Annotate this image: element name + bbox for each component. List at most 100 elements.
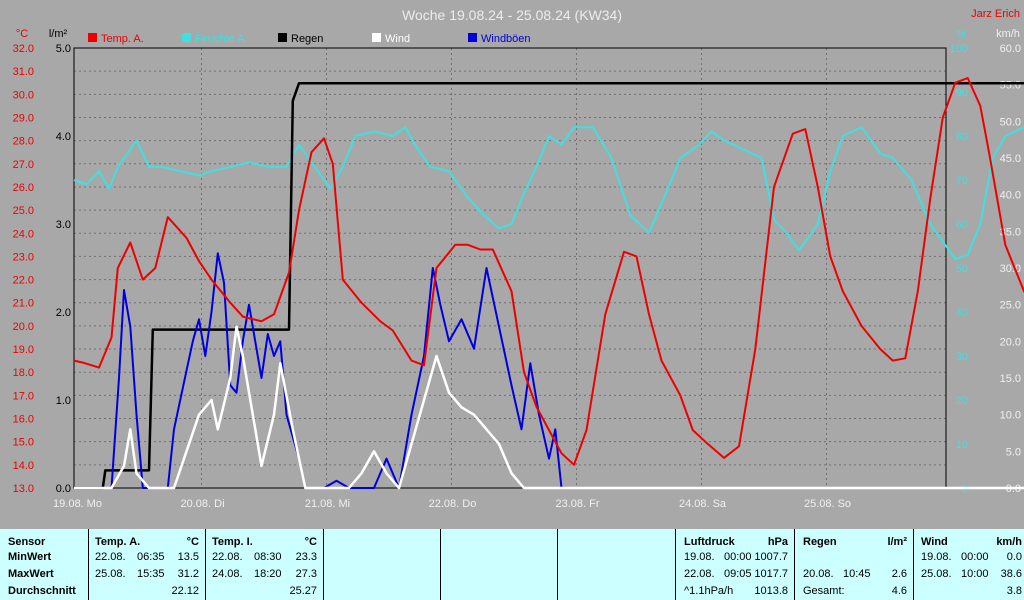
temp-a-unit: °C	[186, 536, 199, 548]
temp-tick-label: 17.0	[13, 390, 34, 402]
legend-rain-label: Regen	[291, 33, 323, 45]
regen-max-time: 10:45	[843, 568, 871, 580]
temp-unit-label: °C	[16, 28, 28, 40]
statistics-table: Sensor MinWert MaxWert Durchschnitt Temp…	[0, 529, 1024, 600]
luftdruck-min-time: 00:00	[724, 551, 752, 563]
luftdruck-column: Luftdruck hPa 19.08. 00:00 1007.7 22.08.…	[676, 529, 795, 600]
temp-tick-label: 31.0	[13, 66, 34, 78]
temp-tick-label: 18.0	[13, 367, 34, 379]
temp-tick-label: 13.0	[13, 483, 34, 495]
wind-line	[74, 325, 1024, 490]
temp-a-max-time: 15:35	[137, 568, 165, 580]
luftdruck-avg-value: 1013.8	[754, 585, 788, 597]
legend-humidity-swatch	[182, 33, 191, 42]
humidity-tick-label: 30	[956, 351, 968, 363]
regen-column: Regen l/m² 20.08. 10:45 2.6 Gesamt: 4.6	[795, 529, 914, 600]
temp-a-min-value: 13.5	[177, 551, 199, 563]
humidity-tick-label: 80	[956, 131, 968, 143]
wind-tick-label: 60.0	[1000, 43, 1021, 55]
temp-tick-label: 15.0	[13, 437, 34, 449]
humidity-tick-label: 60	[956, 219, 968, 231]
legend-temp-swatch	[88, 33, 97, 42]
wind-unit: km/h	[996, 536, 1022, 548]
wind-unit-label: km/h	[996, 28, 1020, 40]
rain-unit-label: l/m²	[49, 28, 68, 40]
humidity-tick-label: 20	[956, 395, 968, 407]
row-label-avg: Durchschnitt	[8, 585, 76, 597]
humidity-tick-label: 50	[956, 263, 968, 275]
luftdruck-min-date: 19.08.	[684, 551, 715, 563]
wind-tick-label: 35.0	[1000, 226, 1021, 238]
wind-tick-label: 25.0	[1000, 300, 1021, 312]
wind-tick-label: 50.0	[1000, 116, 1021, 128]
rain-tick-label: 1.0	[56, 395, 71, 407]
weather-chart: Woche 19.08.24 - 25.08.24 (KW34) Jarz Er…	[0, 0, 1024, 528]
regen-header: Regen	[803, 536, 837, 548]
temp-tick-label: 16.0	[13, 414, 34, 426]
regen-total-label: Gesamt:	[803, 585, 845, 597]
x-tick-label: 24.08. Sa	[679, 498, 727, 510]
luftdruck-max-date: 22.08.	[684, 568, 715, 580]
chart-title: Woche 19.08.24 - 25.08.24 (KW34)	[402, 7, 622, 23]
temp-tick-label: 23.0	[13, 251, 34, 263]
legend-gust-swatch	[468, 33, 477, 42]
chart-background	[0, 0, 1024, 528]
grid-lines	[74, 48, 946, 488]
wind-tick-label: 10.0	[1000, 410, 1021, 422]
legend-wind-swatch	[372, 33, 381, 42]
temp-i-min-time: 08:30	[254, 551, 282, 563]
regen-total-value: 4.6	[891, 585, 907, 597]
rain-tick-label: 5.0	[56, 43, 71, 55]
wind-avg-value: 3.8	[1006, 585, 1022, 597]
x-tick-label: 22.08. Do	[429, 498, 477, 510]
temp-i-header: Temp. I.	[212, 536, 253, 548]
temp-tick-label: 32.0	[13, 43, 34, 55]
luftdruck-max-value: 1017.7	[754, 568, 788, 580]
luftdruck-min-value: 1007.7	[754, 551, 788, 563]
wind-min-date: 19.08.	[921, 551, 952, 563]
wind-max-value: 38.6	[1000, 568, 1022, 580]
wind-tick-label: 20.0	[1000, 336, 1021, 348]
rain-line	[74, 81, 1024, 490]
luftdruck-max-time: 09:05	[724, 568, 752, 580]
chart-legend: Temp. A. Feuchte A. Regen Wind Windböen	[88, 33, 531, 45]
temp-a-header: Temp. A.	[95, 536, 141, 548]
sensor-header: Sensor	[8, 536, 46, 548]
series-lines	[73, 77, 1024, 490]
empty-column-2	[441, 529, 558, 600]
temp-a-column: Temp. A. °C 22.08. 06:35 13.5 25.08. 15:…	[89, 529, 206, 600]
temp-line	[73, 77, 1024, 466]
humidity-line	[73, 126, 1024, 261]
regen-max-value: 2.6	[891, 568, 907, 580]
row-label-min: MinWert	[8, 551, 52, 563]
temp-i-unit: °C	[304, 536, 317, 548]
luftdruck-header: Luftdruck	[684, 536, 735, 548]
temp-i-min-date: 22.08.	[212, 551, 243, 563]
temp-i-min-value: 23.3	[295, 551, 317, 563]
rain-tick-label: 0.0	[56, 483, 71, 495]
temp-i-column: Temp. I. °C 22.08. 08:30 23.3 24.08. 18:…	[206, 529, 324, 600]
regen-max-date: 20.08.	[803, 568, 834, 580]
temp-tick-label: 26.0	[13, 182, 34, 194]
temp-a-max-date: 25.08.	[95, 568, 126, 580]
temp-i-max-value: 27.3	[295, 568, 317, 580]
x-tick-label: 23.08. Fr	[555, 498, 599, 510]
temp-a-avg-value: 22.12	[171, 585, 199, 597]
plot-frame	[73, 47, 947, 489]
row-label-max: MaxWert	[8, 568, 54, 580]
wind-tick-label: 40.0	[1000, 190, 1021, 202]
rain-tick-label: 4.0	[56, 131, 71, 143]
axis-labels: 32.0 31.0 30.0 29.0 28.0 27.0 26.0 25.0 24.0 23.0…	[13, 28, 1021, 510]
temp-tick-label: 28.0	[13, 136, 34, 148]
wind-tick-label: 45.0	[1000, 153, 1021, 165]
temp-tick-label: 25.0	[13, 205, 34, 217]
x-tick-label: 25.08. So	[804, 498, 851, 510]
humidity-tick-label: 70	[956, 175, 968, 187]
temp-tick-label: 27.0	[13, 159, 34, 171]
rain-tick-label: 2.0	[56, 307, 71, 319]
legend-temp-label: Temp. A.	[101, 33, 144, 45]
wind-tick-label: 55.0	[1000, 80, 1021, 92]
luftdruck-trend: ^1.1hPa/h	[684, 585, 734, 597]
humidity-tick-label: 100	[950, 43, 968, 55]
wind-min-value: 0.0	[1006, 551, 1022, 563]
